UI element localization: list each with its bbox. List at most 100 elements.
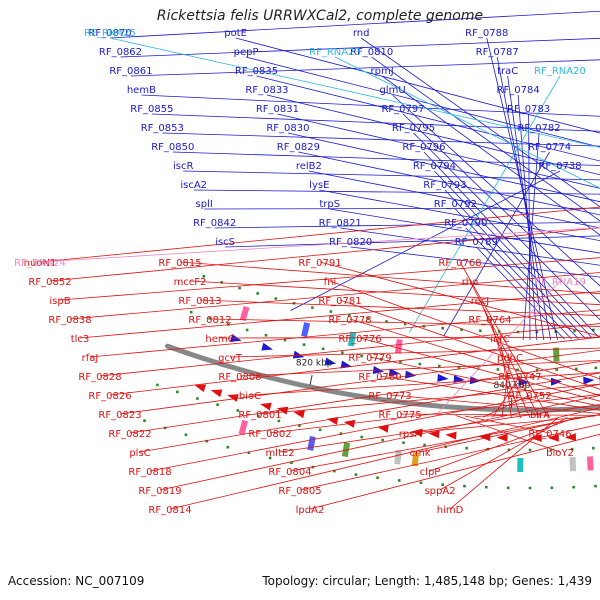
minor-tick-dot — [423, 443, 426, 447]
leader-line — [392, 94, 600, 287]
minor-tick-dot — [507, 448, 511, 452]
feature-block — [347, 331, 357, 347]
minor-tick-dot — [216, 403, 219, 407]
minor-tick-dot — [238, 286, 241, 290]
feature-block — [239, 306, 250, 322]
minor-tick-dot — [528, 486, 532, 490]
feature-arrow — [194, 384, 207, 393]
gene-label: rnd — [353, 28, 370, 39]
gene-label: RF_0861 — [109, 66, 152, 77]
minor-tick-dot — [277, 419, 281, 423]
minor-tick-dot — [220, 281, 223, 284]
leader-line — [179, 261, 600, 295]
gene-label: RF_0780 — [358, 372, 401, 383]
leader-line — [475, 246, 565, 340]
kbp-tick-label: 840 kbp — [494, 381, 531, 391]
gene-label: hemC — [205, 334, 234, 345]
leader-line — [256, 75, 600, 162]
gene-label: iscS — [215, 237, 235, 248]
gene-label: RF_RNA20 — [534, 66, 586, 77]
gene-label: potE — [224, 28, 247, 39]
leader-line — [379, 375, 600, 411]
feature-block — [301, 322, 311, 338]
gene-label: RF_0820 — [329, 237, 372, 248]
leader-line — [298, 151, 600, 216]
gene-label: RF_0814 — [148, 505, 191, 516]
gene-label: RF_0838 — [48, 315, 91, 326]
leader-line — [464, 415, 551, 434]
gene-label: RF_0746 — [528, 429, 571, 440]
minor-tick-dot — [348, 313, 351, 317]
gene-label: RF_RNA19 — [534, 277, 586, 288]
minor-tick-dot — [226, 445, 230, 449]
leader-line — [245, 56, 600, 148]
leader-line — [340, 227, 600, 266]
leader-line — [465, 227, 572, 340]
gene-label: RF_0826 — [88, 391, 131, 402]
feature-arrow — [518, 377, 530, 386]
minor-tick-dot — [274, 297, 278, 300]
feature-arrow — [276, 406, 289, 415]
leader-line — [496, 56, 552, 340]
feature-arrow — [292, 350, 305, 359]
gene-label: birA — [530, 410, 550, 421]
minor-tick-dot — [535, 368, 539, 372]
gene-label: RF_0812 — [188, 315, 231, 326]
minor-tick-dot — [298, 424, 301, 427]
minor-tick-dot — [555, 368, 559, 371]
minor-tick-dot — [257, 414, 260, 418]
feature-arrow — [453, 375, 465, 384]
gene-label: RF_0822 — [108, 429, 151, 440]
gene-label: himD — [437, 505, 464, 516]
feature-arrow — [377, 424, 389, 433]
minor-tick-dot — [485, 485, 488, 489]
minor-tick-dot — [176, 390, 179, 394]
gene-label: traC — [497, 66, 518, 77]
gene-label: rfaJ — [82, 353, 99, 364]
leader-line — [371, 56, 600, 222]
gene-label: gcvT — [218, 353, 243, 364]
gene-label: hemB — [127, 85, 156, 96]
gene-label: RF_0810 — [350, 47, 393, 58]
gene-label: RF_0818 — [128, 467, 171, 478]
gene-label: RF_0764 — [468, 315, 511, 326]
gene-label: RF_0805 — [278, 486, 321, 497]
leader-line — [290, 170, 561, 311]
minor-tick-dot — [419, 481, 423, 485]
gene-label: glmU — [379, 85, 405, 96]
gene-label: RF_0862 — [99, 47, 142, 58]
minor-tick-dot — [506, 486, 510, 490]
feature-arrow — [227, 394, 239, 402]
minor-tick-dot — [311, 306, 314, 309]
minor-tick-dot — [245, 328, 249, 332]
gene-label: RF_0791 — [298, 258, 341, 269]
leader-line — [219, 336, 600, 339]
minor-tick-dot — [403, 322, 407, 326]
leader-line — [319, 261, 600, 337]
feature-block — [394, 339, 403, 354]
leader-line — [308, 170, 600, 229]
leader-line — [483, 394, 531, 418]
gene-label: iscA2 — [180, 180, 207, 191]
gene-label: recJ — [471, 296, 490, 307]
gene-label: RF_0823 — [98, 410, 141, 421]
feature-arrow — [388, 368, 401, 377]
gene-label: RF_0801 — [238, 410, 281, 421]
gene-label: RF_0779 — [348, 353, 391, 364]
feature-arrow — [260, 402, 272, 411]
leader-line — [443, 151, 550, 337]
gene-label: RF_0783 — [507, 104, 550, 115]
minor-tick-dot — [268, 456, 272, 460]
minor-tick-dot — [549, 448, 553, 452]
gene-label: RF_0842 — [193, 218, 236, 229]
leader-line — [479, 299, 531, 419]
minor-tick-dot — [496, 368, 500, 371]
gene-label: RF_0835 — [235, 66, 278, 77]
topology-text: Topology: circular; Length: 1,485,148 bp… — [262, 574, 592, 588]
minor-tick-dot — [402, 441, 405, 445]
minor-tick-dot — [441, 326, 445, 330]
minor-tick-dot — [205, 439, 209, 443]
feature-block — [394, 449, 402, 465]
gene-label: RF_0804 — [268, 467, 311, 478]
